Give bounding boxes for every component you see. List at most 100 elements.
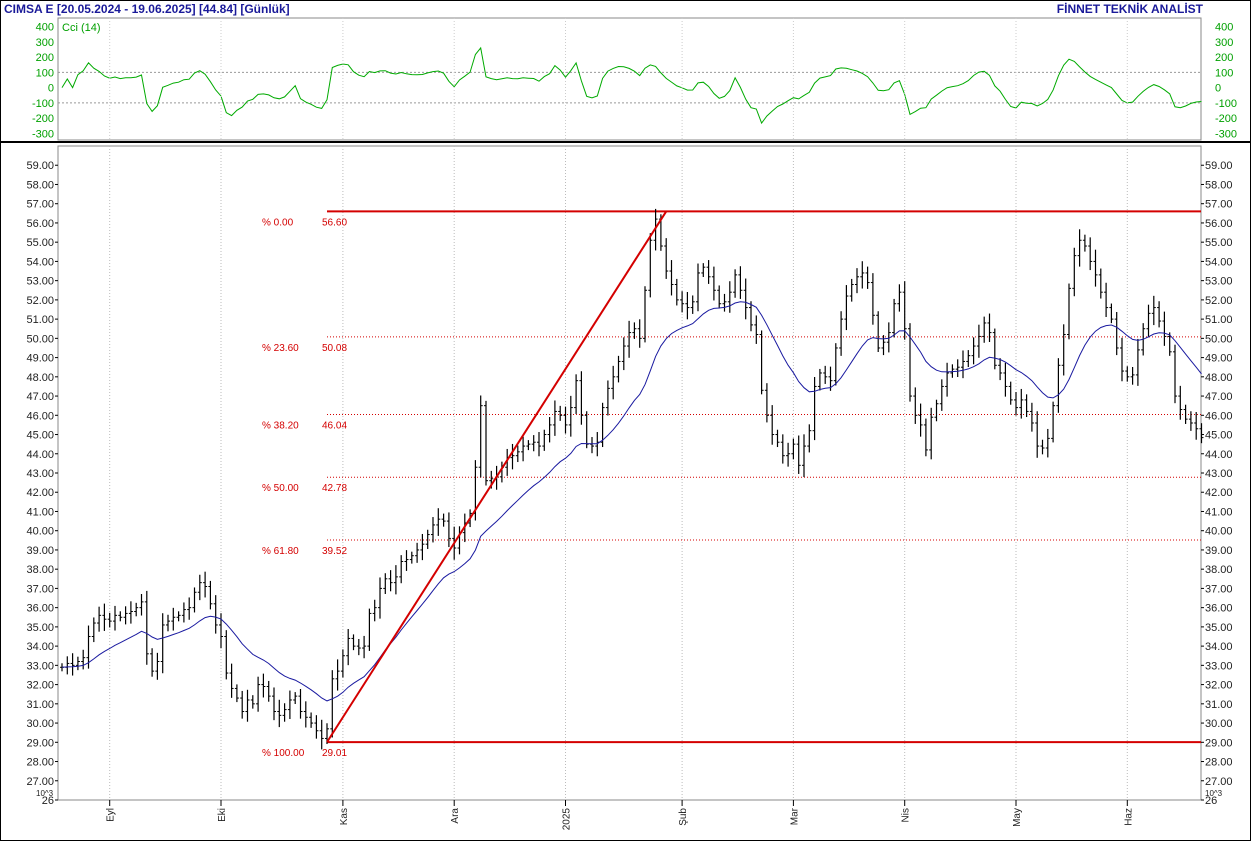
ohlc-bar bbox=[1008, 381, 1013, 405]
price-tick-label: 48.00 bbox=[26, 372, 54, 384]
ohlc-bar bbox=[203, 571, 208, 598]
ohlc-bar bbox=[272, 687, 276, 721]
price-tick-label: 50.00 bbox=[26, 333, 54, 345]
ohlc-bar bbox=[579, 371, 584, 425]
month-label: Haz bbox=[1123, 808, 1134, 826]
ohlc-bar bbox=[918, 403, 923, 437]
ohlc-bar bbox=[611, 365, 616, 400]
ohlc-bar bbox=[786, 442, 791, 467]
ohlc-bar bbox=[971, 337, 976, 365]
ohlc-bar bbox=[897, 284, 902, 312]
price-tick-label-right: 52.00 bbox=[1205, 295, 1233, 307]
ohlc-bar bbox=[1151, 295, 1156, 326]
ohlc-bar bbox=[287, 690, 292, 720]
month-label: 2025 bbox=[562, 808, 573, 831]
fib-percent-label: % 0.00 bbox=[262, 217, 294, 228]
ohlc-bar bbox=[537, 432, 541, 457]
ohlc-bar bbox=[828, 366, 833, 391]
cci-tick-label-right: -100 bbox=[1215, 98, 1237, 110]
ohlc-bar bbox=[150, 648, 155, 677]
ohlc-bar bbox=[1019, 388, 1024, 419]
ohlc-bar bbox=[759, 330, 764, 395]
ohlc-bar bbox=[892, 298, 897, 338]
price-plot-area bbox=[57, 145, 1202, 801]
ohlc-bar bbox=[409, 551, 414, 564]
price-tick-label: 43.00 bbox=[26, 468, 54, 480]
price-tick-label-right: 48.00 bbox=[1205, 372, 1233, 384]
ohlc-bar bbox=[950, 364, 955, 378]
ohlc-bar bbox=[81, 649, 86, 670]
price-tick-label: 49.00 bbox=[26, 353, 54, 365]
price-tick-label-right: 40.00 bbox=[1205, 526, 1233, 538]
x-axis: Eyl Eki Kas Ara 2025 Şub Mar Nis May Haz bbox=[106, 800, 1134, 831]
ohlc-bar bbox=[987, 313, 992, 343]
ohlc-bar bbox=[197, 574, 202, 601]
price-tick-label-right: 27.00 bbox=[1205, 776, 1233, 788]
price-tick-label-right: 58.00 bbox=[1205, 179, 1233, 191]
ohlc-bar bbox=[775, 429, 780, 448]
price-tick-label: 54.00 bbox=[26, 256, 54, 268]
ohlc-bar bbox=[128, 601, 133, 624]
ohlc-bar bbox=[356, 639, 361, 656]
ohlc-bar bbox=[309, 712, 314, 728]
cci-tick-label: -200 bbox=[32, 113, 54, 125]
ohlc-bar bbox=[330, 670, 335, 738]
ohlc-bar bbox=[1029, 402, 1034, 432]
ohlc-bar bbox=[107, 612, 112, 628]
ohlc-bar bbox=[431, 517, 435, 543]
ohlc-bar bbox=[1135, 338, 1140, 386]
ohlc-bar bbox=[876, 311, 881, 353]
price-tick-label: 38.00 bbox=[26, 564, 54, 576]
ohlc-bar bbox=[70, 653, 75, 676]
unit-label-right: 10^3 bbox=[1205, 789, 1223, 798]
price-tick-label: 55.00 bbox=[26, 237, 54, 249]
ohlc-bar bbox=[711, 266, 716, 301]
month-label: Kas bbox=[339, 808, 350, 825]
ohlc-bar bbox=[632, 322, 637, 339]
ohlc-bar bbox=[526, 440, 531, 451]
ohlc-bar bbox=[1035, 411, 1040, 458]
ohlc-bar bbox=[362, 635, 367, 659]
ohlc-bar bbox=[303, 701, 308, 728]
cci-plot-area bbox=[57, 17, 1202, 141]
cci-tick-label: 0 bbox=[48, 83, 54, 95]
ohlc-bar bbox=[717, 285, 722, 309]
ohlc-bar bbox=[436, 508, 441, 536]
ohlc-bar bbox=[563, 406, 568, 434]
cci-panel: Cci (14) 400 300 200 100 0 -100 -200 -300 400 30… bbox=[32, 17, 1237, 141]
cci-tick-label-right: 300 bbox=[1215, 37, 1233, 49]
price-tick-label-right: 59.00 bbox=[1205, 160, 1233, 172]
price-tick-label-right: 56.00 bbox=[1205, 218, 1233, 230]
price-panel: 59.00 58.00 57.00 56.00 55.00 54.00 53.00 52.00… bbox=[26, 18, 1233, 807]
ohlc-bar bbox=[961, 350, 965, 379]
ohlc-bar bbox=[166, 614, 170, 632]
ohlc-bar bbox=[1014, 392, 1018, 416]
ohlc-bar bbox=[298, 689, 303, 719]
ohlc-bar bbox=[1183, 404, 1188, 424]
ohlc-bar bbox=[1061, 324, 1066, 376]
price-tick-label-right: 42.00 bbox=[1205, 487, 1233, 499]
fib-percent-label: % 50.00 bbox=[262, 483, 299, 494]
price-tick-label: 51.00 bbox=[26, 314, 54, 326]
ohlc-bar bbox=[738, 266, 743, 299]
ohlc-bar bbox=[181, 602, 186, 623]
ohlc-bar bbox=[982, 316, 987, 343]
ohlc-bar bbox=[314, 715, 319, 739]
cci-tick-label: 300 bbox=[36, 37, 54, 49]
price-tick-label-right: 49.00 bbox=[1205, 353, 1233, 365]
price-tick-label: 29.00 bbox=[26, 737, 54, 749]
price-tick-label: 31.00 bbox=[26, 699, 54, 711]
ohlc-bar bbox=[1088, 237, 1093, 271]
price-tick-label-right: 50.00 bbox=[1205, 333, 1233, 345]
ohlc-bar bbox=[515, 445, 520, 463]
ohlc-bar bbox=[955, 359, 960, 378]
price-tick-label-right: 54.00 bbox=[1205, 256, 1233, 268]
price-tick-label-right: 46.00 bbox=[1205, 410, 1233, 422]
price-tick-label: 39.00 bbox=[26, 545, 54, 557]
ohlc-bar bbox=[934, 399, 939, 422]
ohlc-bar bbox=[1045, 428, 1050, 458]
ohlc-bar bbox=[335, 659, 340, 691]
price-tick-label: 44.00 bbox=[26, 449, 54, 461]
ohlc-bar bbox=[1072, 247, 1077, 297]
